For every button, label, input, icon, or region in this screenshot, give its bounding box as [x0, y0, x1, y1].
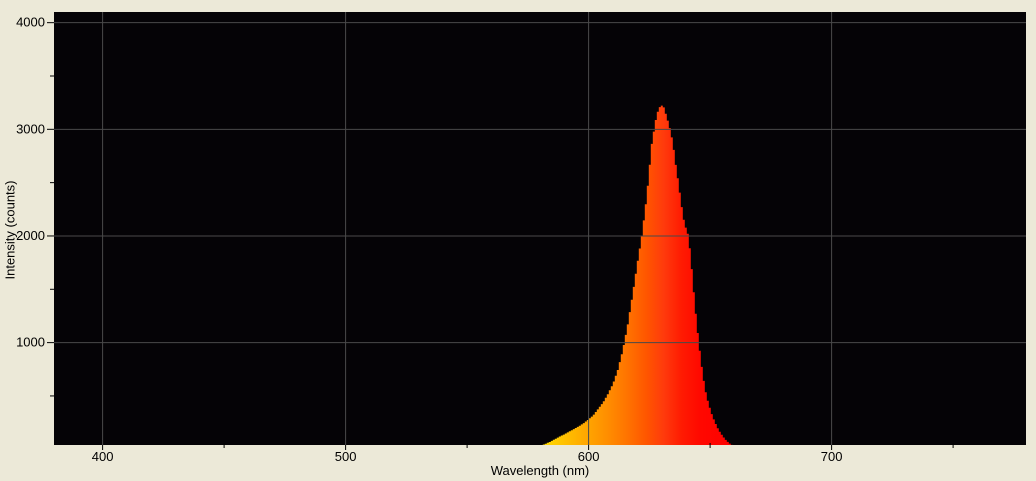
- x-tick-label: 600: [578, 449, 600, 464]
- y-tick-label: 2000: [16, 228, 45, 243]
- spectrum-peak: [510, 105, 747, 445]
- y-tick-label: 3000: [16, 121, 45, 136]
- y-tick-label: 4000: [16, 15, 45, 30]
- plot-area: [54, 12, 1026, 445]
- x-axis-title: Wavelength (nm): [490, 463, 590, 478]
- y-tick-label: 1000: [16, 335, 45, 350]
- x-tick-label: 400: [92, 449, 114, 464]
- x-tick-label: 500: [335, 449, 357, 464]
- x-tick-label: 700: [821, 449, 843, 464]
- y-axis-title: Intensity (counts): [2, 180, 18, 280]
